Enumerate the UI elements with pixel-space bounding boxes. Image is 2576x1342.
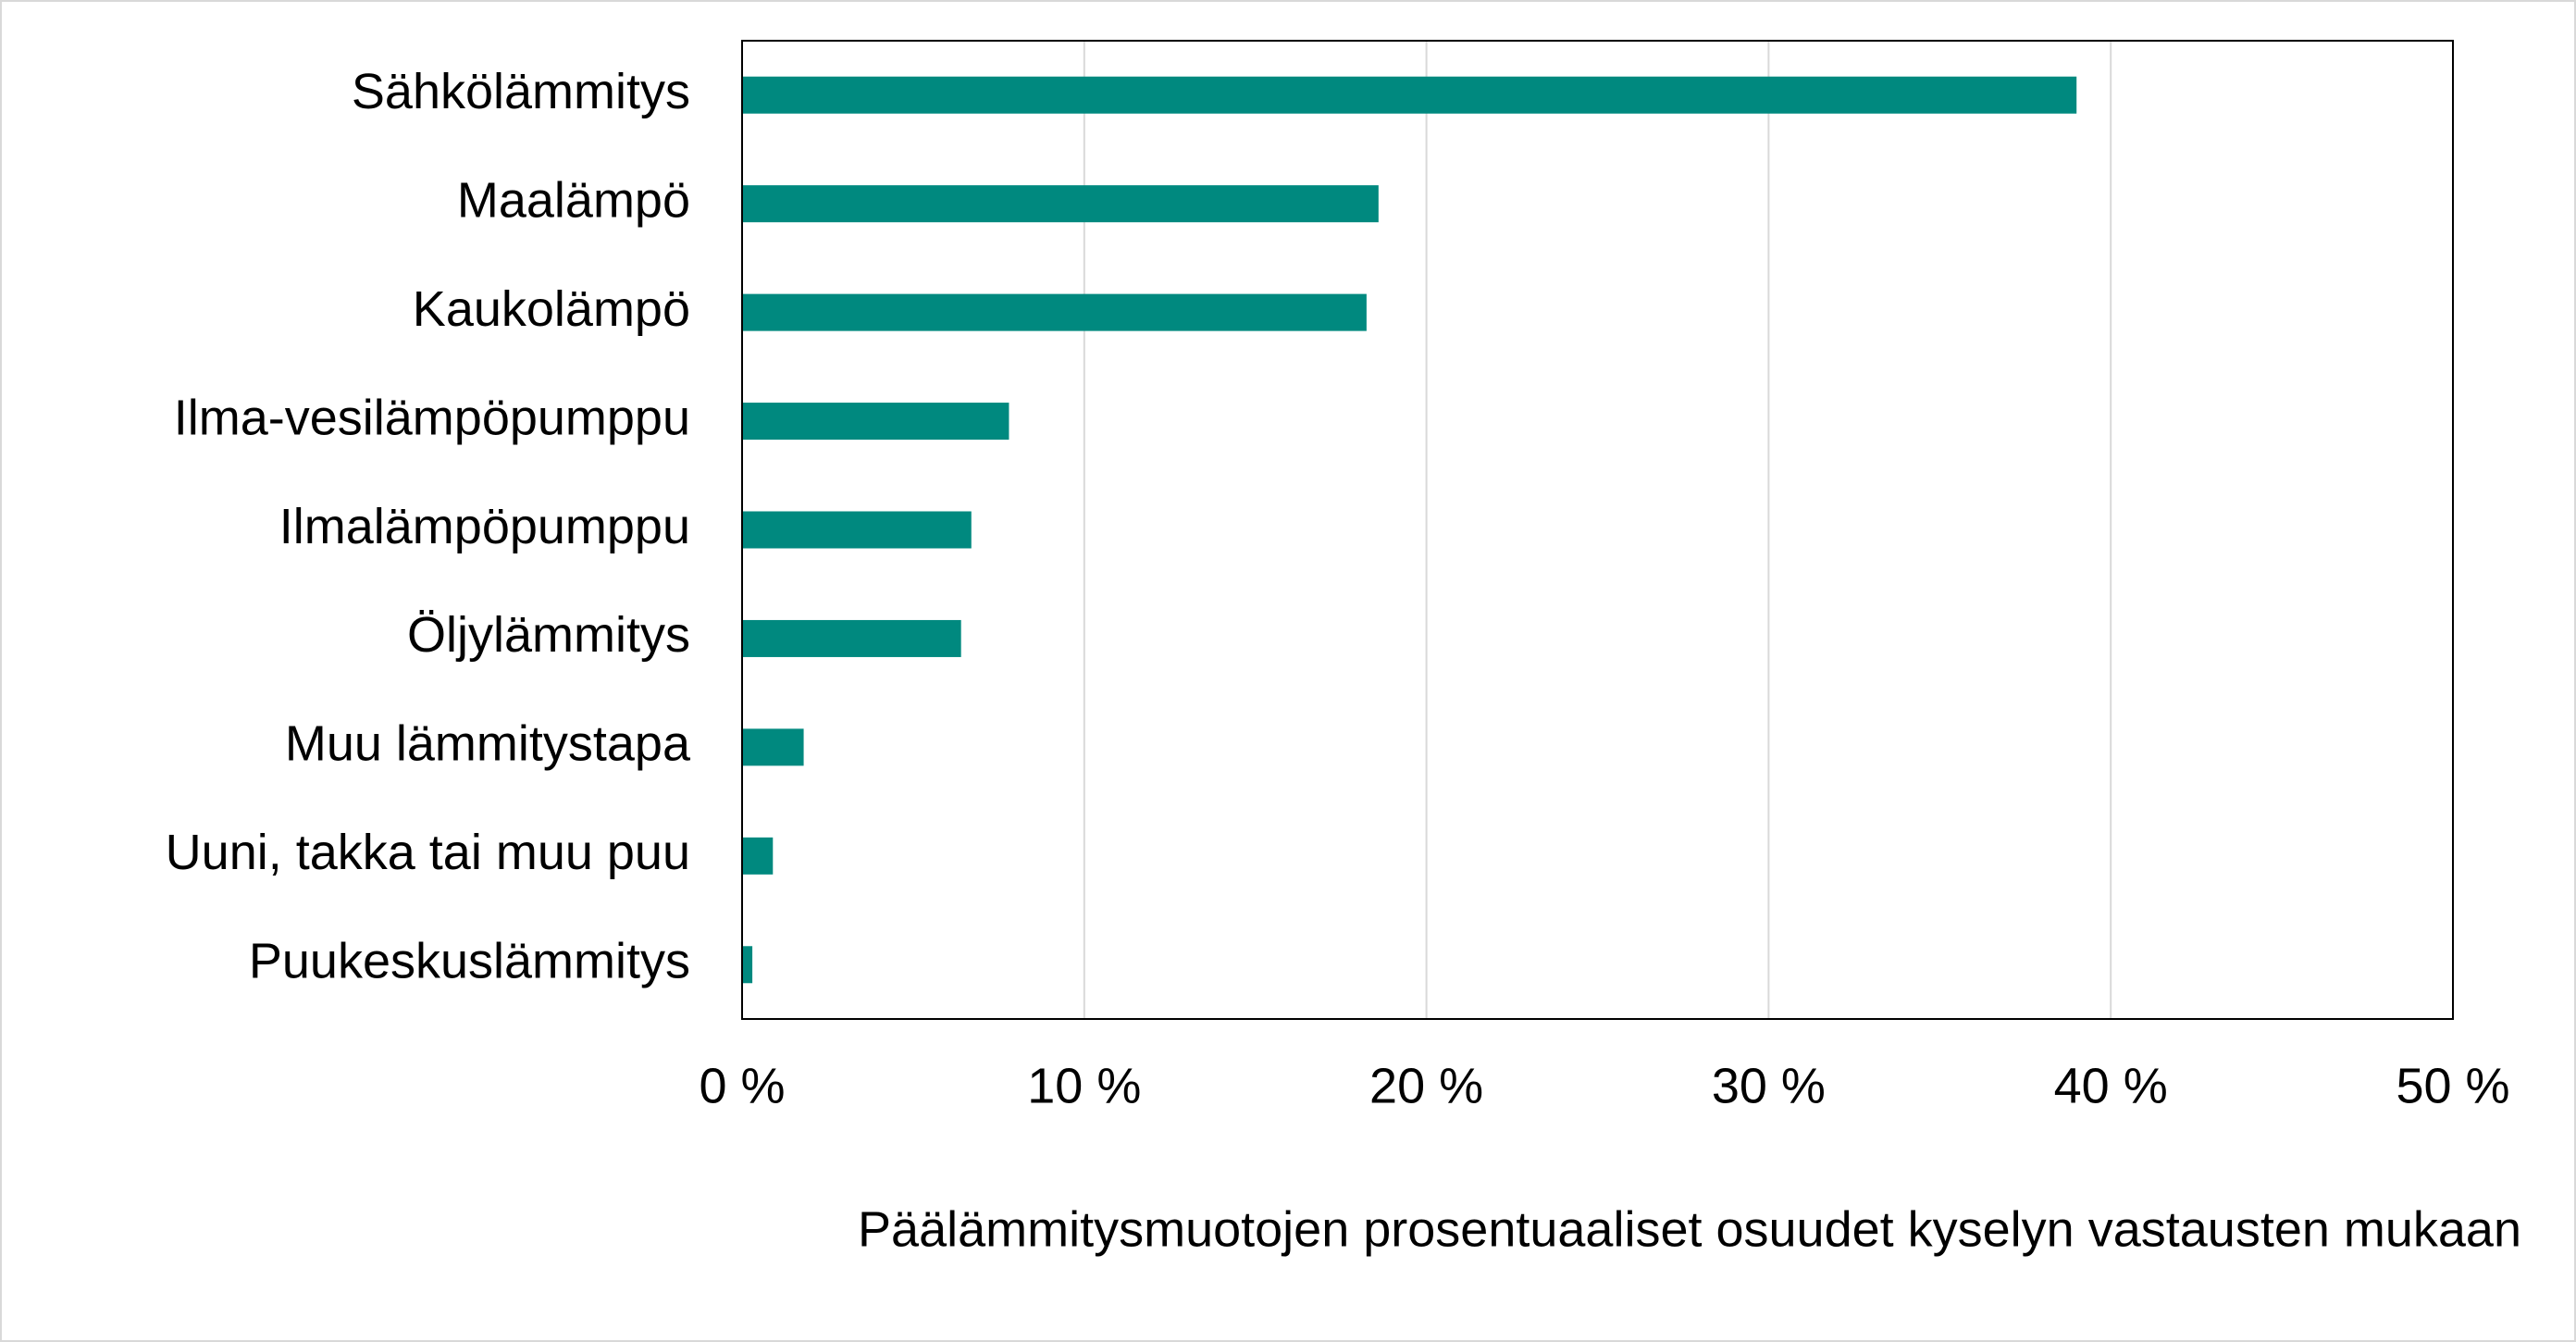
bar: [742, 403, 1009, 441]
y-tick-label: Puukeskuslämmitys: [249, 934, 690, 989]
y-tick-label: Maalämpö: [457, 172, 690, 228]
bar: [742, 837, 774, 875]
y-tick-label: Kaukolämpö: [413, 281, 690, 337]
y-tick-label: Ilmalämpöpumppu: [279, 499, 690, 554]
x-tick-label: 20 %: [1369, 1058, 1483, 1113]
x-tick-label: 40 %: [2054, 1058, 2168, 1113]
y-tick-label: Öljylämmitys: [407, 607, 690, 663]
bar: [742, 293, 1367, 331]
bar: [742, 511, 972, 549]
bar: [742, 946, 753, 984]
x-tick-label: 30 %: [1712, 1058, 1826, 1113]
y-tick-label: Sähkölämmitys: [352, 64, 690, 119]
x-tick-label: 50 %: [2396, 1058, 2509, 1113]
x-tick-label: 0 %: [699, 1058, 785, 1113]
x-tick-label: 10 %: [1027, 1058, 1141, 1113]
bar: [742, 76, 2077, 114]
y-tick-label: Muu lämmitystapa: [285, 716, 691, 772]
y-tick-label: Uuni, takka tai muu puu: [166, 825, 690, 880]
bar: [742, 619, 961, 657]
plot-border: [741, 40, 2454, 1020]
bar: [742, 728, 804, 766]
bar: [742, 185, 1379, 223]
x-axis-title: Päälämmitysmuotojen prosentuaaliset osuu…: [858, 1201, 2521, 1257]
y-tick-label: Ilma-vesilämpöpumppu: [174, 390, 690, 445]
bars: [742, 76, 2077, 984]
